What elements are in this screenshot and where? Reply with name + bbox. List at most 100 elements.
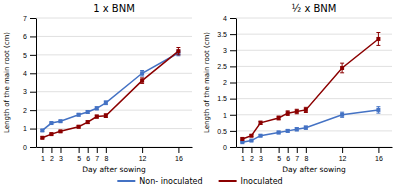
plot-area	[240, 33, 380, 145]
x-tick-mark	[106, 147, 107, 153]
y-tick-label: 5	[23, 52, 27, 59]
error-bar-cap	[376, 45, 380, 46]
x-tick-mark	[88, 147, 89, 153]
y-axis-line	[236, 19, 237, 148]
x-tick-mark	[60, 147, 61, 153]
error-bar-cap	[340, 72, 344, 73]
error-bar	[304, 126, 308, 129]
y-tick-label: 1	[223, 111, 227, 118]
y-tick-label: 6	[23, 33, 27, 40]
y-tick-mark	[230, 18, 236, 19]
x-tick-label: 7	[95, 155, 99, 162]
x-tick-mark	[142, 147, 143, 153]
marker	[86, 120, 90, 124]
panel: 12356781216012345671 x BNMDay after sowi…	[3, 3, 193, 174]
x-tick-label: 16	[175, 155, 183, 162]
series	[240, 107, 380, 144]
marker	[277, 116, 281, 120]
title: 1 x BNM	[93, 3, 135, 14]
y-tick-label: 0	[223, 144, 227, 151]
error-bar	[95, 107, 99, 110]
x-tick-mark	[242, 147, 243, 153]
title: ½ x BNM	[292, 3, 337, 14]
x-tick-mark	[288, 147, 289, 153]
x-tick-mark	[51, 147, 52, 153]
legend-label: Non- inoculated	[139, 177, 202, 186]
x-tick-mark	[79, 147, 80, 153]
y-tick-label: 3	[223, 47, 227, 54]
error-bar-cap	[176, 47, 180, 48]
grid-line	[36, 110, 192, 111]
marker	[104, 114, 108, 118]
error-bar-cap	[304, 107, 308, 108]
line	[242, 39, 378, 139]
error-bar-cap	[340, 117, 344, 118]
series	[240, 33, 380, 141]
marker	[277, 130, 281, 134]
y-tick-mark	[30, 129, 36, 130]
error-bar	[340, 63, 344, 73]
y-tick-mark	[230, 115, 236, 116]
x-tick-label: 3	[59, 155, 63, 162]
marker	[258, 134, 262, 138]
error-bar	[104, 101, 108, 105]
x-tick-label: 1	[241, 155, 245, 162]
grid-line	[236, 114, 392, 115]
error-bar	[286, 130, 290, 133]
marker	[49, 132, 53, 136]
marker	[249, 139, 253, 143]
marker	[295, 110, 299, 114]
y-tick-mark	[230, 66, 236, 67]
y-axis-title: Length of the main root (cm)	[203, 32, 211, 133]
grid-line	[36, 147, 192, 148]
x-axis-title: Day after sowing	[282, 165, 346, 174]
x-tick: 5	[277, 147, 281, 162]
y-tick-mark	[30, 55, 36, 56]
x-tick: 2	[250, 147, 254, 162]
grid-line	[36, 73, 192, 74]
y-tick-mark	[230, 50, 236, 51]
marker	[176, 49, 180, 53]
marker	[340, 66, 344, 70]
line	[42, 51, 178, 138]
y-tick-mark	[30, 73, 36, 74]
x-axis: 12356781216	[37, 147, 193, 162]
grid-line	[236, 130, 392, 131]
x-tick: 6	[286, 147, 290, 162]
x-tick-label: 1	[41, 155, 45, 162]
grid	[236, 18, 392, 147]
series	[40, 47, 180, 139]
grid-line	[36, 91, 192, 92]
error-bar	[176, 47, 180, 54]
marker	[304, 108, 308, 112]
grid-line	[36, 36, 192, 37]
x-tick-mark	[97, 147, 98, 153]
x-tick-mark	[279, 147, 280, 153]
y-tick: 4	[23, 70, 36, 77]
y-tick: 1	[223, 111, 236, 118]
error-bar-cap	[176, 55, 180, 56]
y-tick: 4	[223, 15, 236, 22]
error-bar-cap	[140, 83, 144, 84]
y-axis-line	[36, 19, 37, 148]
y-tick: 7	[23, 15, 36, 22]
error-bar	[86, 121, 90, 124]
error-bar	[140, 71, 144, 77]
grid-line	[236, 98, 392, 99]
y-tick-label: 2	[223, 79, 227, 86]
x-tick-mark	[378, 147, 379, 153]
marker	[376, 37, 380, 41]
error-bar	[277, 116, 281, 120]
grid-line	[236, 82, 392, 83]
y-tick-mark	[230, 34, 236, 35]
panel: 1235678121600.511.522.533.54½ x BNMDay a…	[203, 3, 393, 174]
line	[242, 110, 378, 142]
error-bar	[376, 107, 380, 113]
grid-line	[236, 18, 392, 19]
x-tick-mark	[178, 147, 179, 153]
plot-area	[40, 47, 180, 139]
x-tick: 8	[104, 147, 108, 162]
y-tick-mark	[30, 36, 36, 37]
x-tick-label: 16	[375, 155, 383, 162]
y-tick-label: 3.5	[217, 31, 227, 38]
